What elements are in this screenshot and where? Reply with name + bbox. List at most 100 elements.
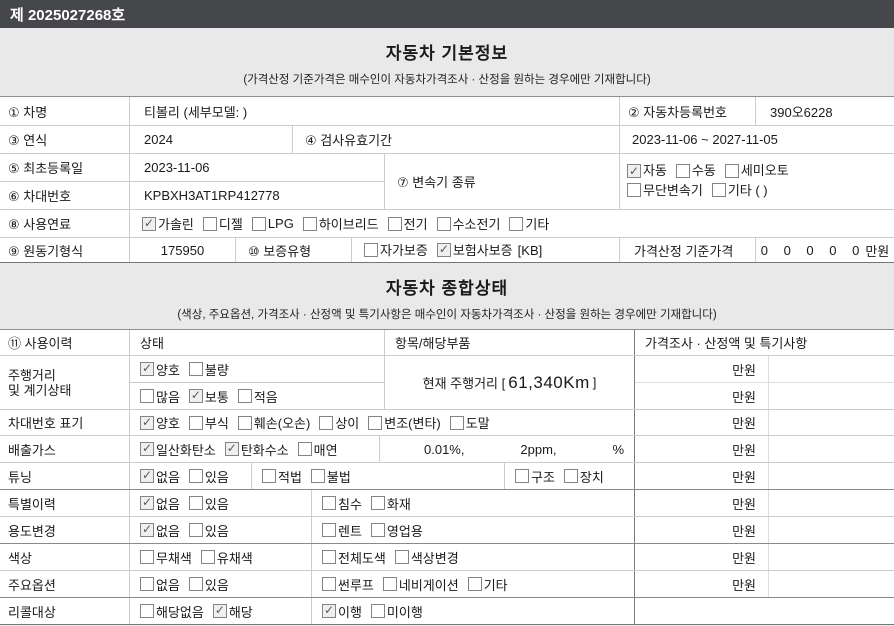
unchecked-checkbox-icon[interactable] [675, 163, 690, 178]
unchecked-checkbox-icon[interactable] [394, 550, 409, 564]
checkbox-option[interactable]: 네비게이션 [382, 575, 459, 594]
checkbox-option[interactable]: 무채색 [140, 548, 192, 567]
checkbox-option[interactable]: 없음 [140, 521, 180, 540]
checkbox-option[interactable]: 해당없음 [140, 602, 204, 621]
unchecked-checkbox-icon[interactable] [262, 469, 276, 483]
checkbox-option[interactable]: 불법 [310, 467, 351, 486]
price-note[interactable] [768, 383, 894, 409]
price-note[interactable] [635, 598, 894, 624]
emission-hc-value[interactable]: 2ppm, [520, 441, 557, 457]
checkbox-option[interactable]: 많음 [140, 387, 180, 406]
unchecked-checkbox-icon[interactable] [370, 604, 385, 618]
checkbox-option[interactable]: 있음 [188, 467, 229, 486]
unchecked-checkbox-icon[interactable] [310, 469, 325, 483]
unchecked-checkbox-icon[interactable] [627, 183, 641, 197]
price-amount[interactable]: 만원 [732, 362, 756, 378]
unchecked-checkbox-icon[interactable] [387, 216, 402, 231]
unchecked-checkbox-icon[interactable] [563, 469, 578, 483]
unchecked-checkbox-icon[interactable] [382, 577, 397, 591]
base-price-value[interactable]: 0 0 0 0 0 만원 [756, 238, 894, 262]
checkbox-option[interactable]: 유채색 [200, 548, 253, 567]
checkbox-option[interactable]: 적법 [262, 467, 302, 486]
unchecked-checkbox-icon[interactable] [188, 469, 203, 483]
checkbox-option[interactable]: 무단변속기 [627, 182, 703, 199]
checked-checkbox-icon[interactable] [436, 242, 451, 257]
unchecked-checkbox-icon[interactable] [322, 577, 336, 591]
checkbox-option[interactable]: 자동 [627, 162, 667, 180]
price-note[interactable] [768, 490, 894, 516]
checked-checkbox-icon[interactable] [142, 216, 156, 231]
checkbox-option[interactable]: 썬루프 [322, 575, 374, 594]
checked-checkbox-icon[interactable] [140, 495, 154, 510]
checkbox-option[interactable]: 보통 [188, 387, 229, 406]
checkbox-option[interactable]: 해당 [212, 602, 253, 621]
unchecked-checkbox-icon[interactable] [319, 415, 334, 430]
price-amount[interactable]: 만원 [732, 442, 756, 458]
checkbox-option[interactable]: 도말 [449, 413, 490, 432]
price-amount[interactable]: 만원 [732, 496, 756, 512]
checked-checkbox-icon[interactable] [140, 415, 154, 430]
unchecked-checkbox-icon[interactable] [711, 183, 726, 197]
unchecked-checkbox-icon[interactable] [188, 362, 203, 376]
checkbox-option[interactable]: 있음 [188, 521, 229, 540]
checkbox-option[interactable]: 없음 [140, 467, 180, 486]
checked-checkbox-icon[interactable] [140, 522, 154, 537]
unchecked-checkbox-icon[interactable] [515, 469, 529, 483]
price-amount[interactable]: 만원 [732, 389, 756, 405]
checkbox-option[interactable]: 양호 [140, 413, 180, 432]
unchecked-checkbox-icon[interactable] [370, 523, 385, 537]
checkbox-option[interactable]: 적음 [237, 387, 278, 406]
checkbox-option[interactable]: 전체도색 [322, 548, 386, 567]
unchecked-checkbox-icon[interactable] [188, 577, 203, 591]
checkbox-option[interactable]: 구조 [515, 467, 555, 486]
price-amount[interactable]: 만원 [732, 550, 756, 566]
checkbox-option[interactable]: 변조(변타) [368, 413, 441, 432]
unchecked-checkbox-icon[interactable] [237, 389, 252, 403]
unchecked-checkbox-icon[interactable] [436, 216, 451, 231]
price-note[interactable] [768, 544, 894, 570]
checkbox-option[interactable]: 수동 [675, 162, 716, 179]
price-note[interactable] [768, 436, 894, 462]
price-note[interactable] [768, 463, 894, 489]
checked-checkbox-icon[interactable] [322, 603, 336, 618]
checkbox-option[interactable]: 전기 [387, 214, 428, 233]
checked-checkbox-icon[interactable] [224, 441, 239, 456]
checkbox-option[interactable]: 기타 ( ) [711, 182, 768, 199]
unchecked-checkbox-icon[interactable] [140, 389, 154, 403]
unchecked-checkbox-icon[interactable] [509, 216, 524, 231]
unchecked-checkbox-icon[interactable] [200, 550, 215, 564]
checkbox-option[interactable]: 있음 [188, 575, 229, 594]
checkbox-option[interactable]: 수소전기 [436, 214, 500, 233]
price-amount[interactable]: 만원 [732, 416, 756, 431]
price-note[interactable] [768, 571, 894, 597]
price-amount[interactable]: 만원 [732, 577, 756, 593]
unchecked-checkbox-icon[interactable] [322, 550, 336, 564]
price-note[interactable] [768, 410, 894, 435]
unchecked-checkbox-icon[interactable] [449, 415, 464, 430]
checked-checkbox-icon[interactable] [627, 163, 641, 180]
checkbox-option[interactable]: 양호 [140, 360, 180, 379]
checkbox-option[interactable]: 세미오토 [724, 162, 789, 179]
checkbox-option[interactable]: 하이브리드 [302, 214, 379, 233]
unchecked-checkbox-icon[interactable] [188, 415, 203, 430]
price-amount[interactable]: 만원 [732, 469, 756, 485]
checkbox-option[interactable]: 기타 [467, 575, 508, 594]
base-price-digits[interactable]: 0 0 0 0 0 [760, 242, 866, 258]
checkbox-option[interactable]: 자가보증 [364, 240, 428, 259]
checkbox-option[interactable]: 부식 [188, 413, 229, 432]
unchecked-checkbox-icon[interactable] [322, 496, 336, 510]
unchecked-checkbox-icon[interactable] [140, 604, 154, 618]
unchecked-checkbox-icon[interactable] [251, 216, 266, 231]
unchecked-checkbox-icon[interactable] [188, 496, 203, 510]
unchecked-checkbox-icon[interactable] [188, 523, 203, 537]
unchecked-checkbox-icon[interactable] [467, 577, 482, 591]
checkbox-option[interactable]: 렌트 [322, 521, 362, 540]
checked-checkbox-icon[interactable] [140, 441, 154, 456]
price-amount[interactable]: 만원 [732, 523, 756, 539]
checkbox-option[interactable]: 영업용 [370, 521, 423, 540]
unchecked-checkbox-icon[interactable] [368, 415, 383, 430]
unchecked-checkbox-icon[interactable] [322, 523, 336, 537]
checkbox-option[interactable]: 보험사보증 [436, 240, 513, 259]
unchecked-checkbox-icon[interactable] [370, 496, 385, 510]
checkbox-option[interactable]: 훼손(오손) [237, 413, 310, 432]
